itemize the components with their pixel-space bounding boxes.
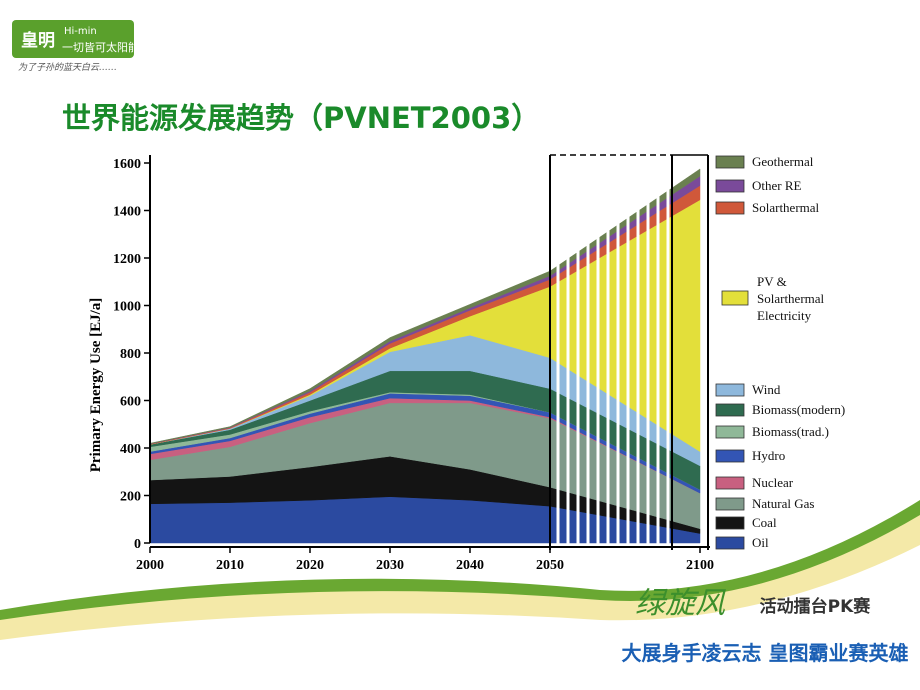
x-tick-label: 2000 bbox=[136, 558, 164, 573]
logo-slogan: 一切皆可太阳能 bbox=[62, 40, 139, 54]
logo-tagline: 为了子孙的蓝天白云…… bbox=[18, 62, 117, 73]
legend-swatch bbox=[715, 449, 745, 463]
legend-swatch bbox=[715, 403, 745, 417]
legend-label: Hydro bbox=[752, 448, 786, 463]
x-tick-label: 2020 bbox=[296, 558, 324, 573]
legend-swatch bbox=[721, 290, 749, 306]
y-tick-label: 200 bbox=[120, 490, 141, 505]
legend-swatch bbox=[715, 383, 745, 397]
legend-label: Natural Gas bbox=[752, 496, 815, 511]
footer-wave bbox=[0, 545, 920, 690]
logo-cn: 皇明 bbox=[21, 30, 55, 51]
y-tick-label: 600 bbox=[120, 395, 141, 410]
legend-label: Oil bbox=[752, 535, 769, 550]
legend-swatch bbox=[715, 155, 745, 169]
legend-swatch bbox=[715, 179, 745, 193]
y-tick-label: 1600 bbox=[113, 157, 141, 172]
legend-swatch bbox=[715, 516, 745, 530]
legend-label: Coal bbox=[752, 515, 777, 530]
slide-title: 世界能源发展趋势（PVNET2003） bbox=[62, 101, 540, 135]
legend-label: Biomass(modern) bbox=[752, 402, 846, 417]
legend-label: Solarthermal bbox=[752, 200, 820, 215]
x-tick-label: 2010 bbox=[216, 558, 244, 573]
y-tick-label: 1200 bbox=[113, 252, 141, 267]
y-axis-label: Primary Energy Use [EJ/a] bbox=[88, 298, 104, 473]
y-tick-label: 1000 bbox=[113, 300, 141, 315]
legend-label: Nuclear bbox=[752, 475, 794, 490]
legend-label: Other RE bbox=[752, 178, 802, 193]
footer-event: 活动擂台PK赛 bbox=[760, 596, 872, 617]
legend-label: PV & Solarthermal Electricity bbox=[757, 274, 825, 323]
x-tick-label: 2030 bbox=[376, 558, 404, 573]
legend-swatch bbox=[715, 425, 745, 439]
y-tick-label: 800 bbox=[120, 347, 141, 362]
x-tick-label: 2100 bbox=[686, 558, 714, 573]
legend-label: Geothermal bbox=[752, 154, 814, 169]
logo-box bbox=[12, 20, 134, 58]
y-tick-label: 1400 bbox=[113, 205, 141, 220]
legend-label: Wind bbox=[752, 382, 781, 397]
logo-brand: Hi-min bbox=[64, 26, 97, 37]
area bbox=[149, 168, 701, 445]
x-tick-label: 2050 bbox=[536, 558, 564, 573]
legend-swatch bbox=[715, 536, 745, 550]
legend-swatch bbox=[715, 497, 745, 511]
y-tick-label: 400 bbox=[120, 442, 141, 457]
x-tick-label: 2040 bbox=[456, 558, 484, 573]
y-tick-label: 0 bbox=[134, 537, 141, 552]
footer-brand: 绿旋风 bbox=[635, 586, 726, 621]
mask bbox=[0, 140, 920, 155]
legend-label: Biomass(trad.) bbox=[752, 424, 829, 439]
legend-swatch bbox=[715, 201, 745, 215]
footer-motto: 大展身手凌云志 皇图霸业赛英雄 bbox=[622, 641, 909, 665]
legend-swatch bbox=[715, 476, 745, 490]
